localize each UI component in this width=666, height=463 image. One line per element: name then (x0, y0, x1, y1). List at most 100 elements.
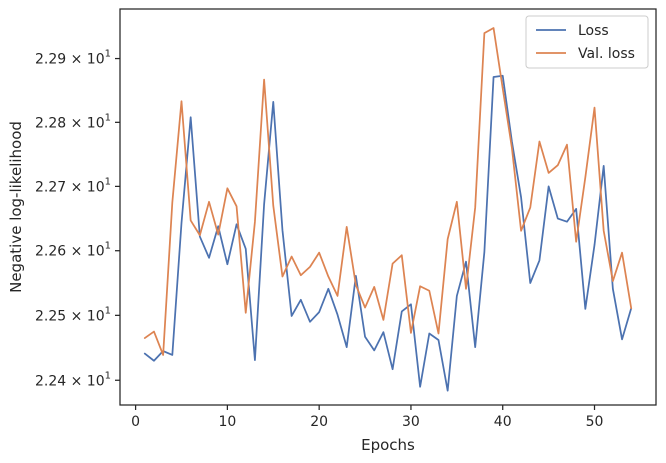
series-layer (143, 27, 633, 392)
data-point-loss (364, 335, 367, 338)
data-point-val-loss (281, 275, 284, 278)
data-point-val-loss (217, 233, 220, 236)
data-point-loss (272, 100, 275, 103)
y-tick-label: 2.24 × 101 (35, 370, 111, 389)
data-point-loss (290, 314, 293, 317)
x-tick-label: 30 (402, 414, 420, 430)
data-point-val-loss (263, 78, 266, 81)
data-point-val-loss (575, 240, 578, 243)
y-tick-label: 2.28 × 101 (35, 112, 111, 131)
data-point-loss (611, 287, 614, 290)
data-point-loss (584, 307, 587, 310)
data-point-loss (253, 359, 256, 362)
data-point-loss (455, 294, 458, 297)
data-point-loss (171, 353, 174, 356)
data-point-val-loss (318, 251, 321, 254)
data-point-val-loss (373, 285, 376, 288)
data-point-loss (263, 203, 266, 206)
data-point-val-loss (520, 229, 523, 232)
data-point-loss (437, 338, 440, 341)
plot-area (120, 9, 656, 405)
data-point-val-loss (364, 306, 367, 309)
data-point-val-loss (611, 280, 614, 283)
data-point-loss (391, 368, 394, 371)
data-point-loss (538, 259, 541, 262)
data-point-val-loss (602, 229, 605, 232)
y-tick-label: 2.29 × 101 (35, 49, 111, 68)
data-point-val-loss (465, 287, 468, 290)
data-point-val-loss (492, 27, 495, 30)
data-point-val-loss (400, 254, 403, 257)
data-point-loss (308, 320, 311, 323)
data-point-loss (483, 251, 486, 254)
data-point-loss (373, 349, 376, 352)
data-point-val-loss (244, 311, 247, 314)
data-point-val-loss (529, 206, 532, 209)
data-point-val-loss (354, 283, 357, 286)
series-line-val-loss (143, 27, 633, 356)
data-point-val-loss (437, 332, 440, 335)
data-point-loss (428, 332, 431, 335)
data-point-val-loss (162, 353, 165, 356)
data-point-val-loss (152, 330, 155, 333)
data-point-loss (529, 282, 532, 285)
data-point-val-loss (391, 262, 394, 265)
y-axis-ticks: 2.24 × 101 2.25 × 101 2.26 × 101 2.27 × 101… (35, 49, 120, 389)
data-point-loss (400, 310, 403, 313)
data-point-loss (226, 263, 229, 266)
legend: Loss Val. loss (525, 15, 649, 69)
data-point-loss (382, 331, 385, 334)
data-point-loss (474, 346, 477, 349)
data-point-val-loss (208, 200, 211, 203)
data-point-val-loss (308, 265, 311, 268)
data-point-loss (327, 287, 330, 290)
data-point-loss (547, 185, 550, 188)
data-point-val-loss (455, 200, 458, 203)
data-point-loss (143, 352, 146, 355)
data-point-val-loss (630, 307, 633, 310)
data-point-loss (465, 260, 468, 263)
data-point-loss (208, 256, 211, 259)
y-axis-label: Negative log-likelihood (7, 121, 25, 293)
x-tick-label: 0 (131, 414, 140, 430)
y-tick-label: 2.26 × 101 (35, 241, 111, 260)
data-point-loss (602, 164, 605, 167)
data-point-loss (152, 359, 155, 362)
y-tick-label: 2.25 × 101 (35, 305, 111, 324)
data-point-loss (446, 389, 449, 392)
data-point-loss (281, 229, 284, 232)
x-tick-label: 40 (494, 414, 512, 430)
data-point-loss (593, 243, 596, 246)
x-axis-label: Epochs (361, 436, 415, 454)
data-point-val-loss (584, 176, 587, 179)
data-point-val-loss (556, 164, 559, 167)
data-point-val-loss (253, 220, 256, 223)
data-point-val-loss (474, 206, 477, 209)
data-point-val-loss (290, 255, 293, 258)
data-point-val-loss (501, 87, 504, 90)
data-point-loss (621, 338, 624, 341)
data-point-val-loss (446, 238, 449, 241)
data-point-val-loss (226, 187, 229, 190)
data-point-val-loss (171, 201, 174, 204)
data-point-loss (565, 220, 568, 223)
data-point-val-loss (547, 171, 550, 174)
data-point-val-loss (299, 274, 302, 277)
data-point-val-loss (483, 32, 486, 35)
data-point-val-loss (336, 294, 339, 297)
x-tick-label: 50 (586, 414, 604, 430)
data-point-val-loss (189, 219, 192, 222)
data-point-loss (409, 303, 412, 306)
data-point-loss (575, 207, 578, 210)
data-point-val-loss (419, 285, 422, 288)
data-point-loss (180, 222, 183, 225)
plot-frame (119, 8, 657, 406)
data-point-loss (318, 311, 321, 314)
data-point-val-loss (272, 204, 275, 207)
data-point-loss (345, 346, 348, 349)
data-point-val-loss (382, 318, 385, 321)
data-point-val-loss (538, 140, 541, 143)
y-tick-label: 2.27 × 101 (35, 176, 111, 195)
x-tick-label: 20 (310, 414, 328, 430)
x-axis-ticks: 0 10 20 30 40 50 (131, 405, 603, 430)
